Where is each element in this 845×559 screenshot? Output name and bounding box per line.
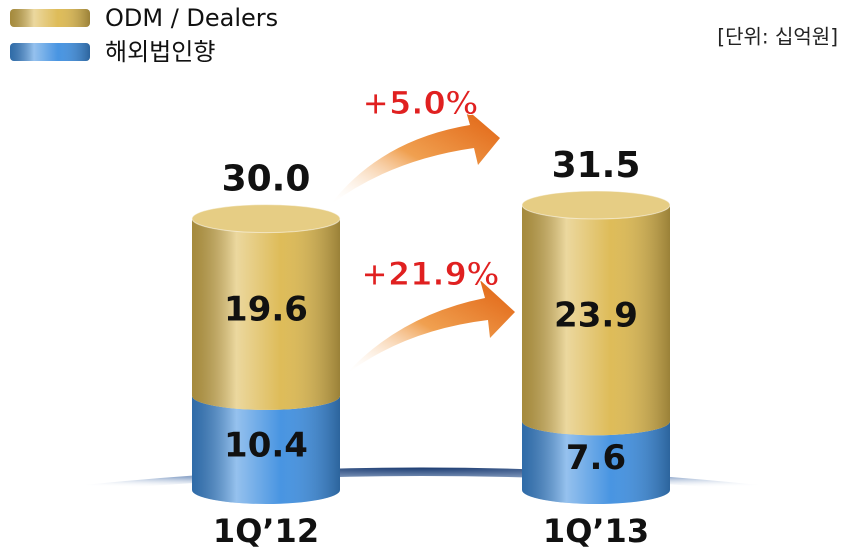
arrow: [330, 108, 500, 205]
horizon: [0, 467, 845, 500]
bar-top-shine: [522, 191, 670, 219]
legend-label: 해외법인향: [105, 38, 215, 66]
x-tick-label: 1Q’13: [543, 512, 649, 550]
legend-label: ODM / Dealers: [105, 4, 278, 32]
bar-shine: [192, 218, 340, 410]
unit-label: [단위: 십억원]: [717, 25, 838, 49]
legend-swatch-shine: [10, 43, 90, 61]
arrow: [345, 280, 515, 375]
legend: ODM / Dealers 해외법인향: [10, 4, 278, 66]
value-label: 10.4: [224, 425, 308, 465]
x-tick-label: 1Q’12: [213, 512, 319, 550]
annotation: +21.9%: [361, 255, 499, 293]
value-label: 23.9: [554, 296, 638, 336]
bar-shine: [192, 395, 340, 504]
legend-swatch-shine: [10, 9, 90, 27]
bar-top-shine: [192, 204, 340, 233]
total-label: 30.0: [222, 159, 311, 200]
annotation: +5.0%: [362, 84, 478, 122]
value-label: 7.6: [566, 438, 626, 478]
bar-shine: [522, 205, 670, 436]
total-label: 31.5: [552, 145, 641, 186]
bar-shine: [522, 421, 670, 504]
value-label: 19.6: [224, 290, 308, 330]
bar-top: [191, 204, 341, 234]
bar-top: [521, 190, 671, 220]
